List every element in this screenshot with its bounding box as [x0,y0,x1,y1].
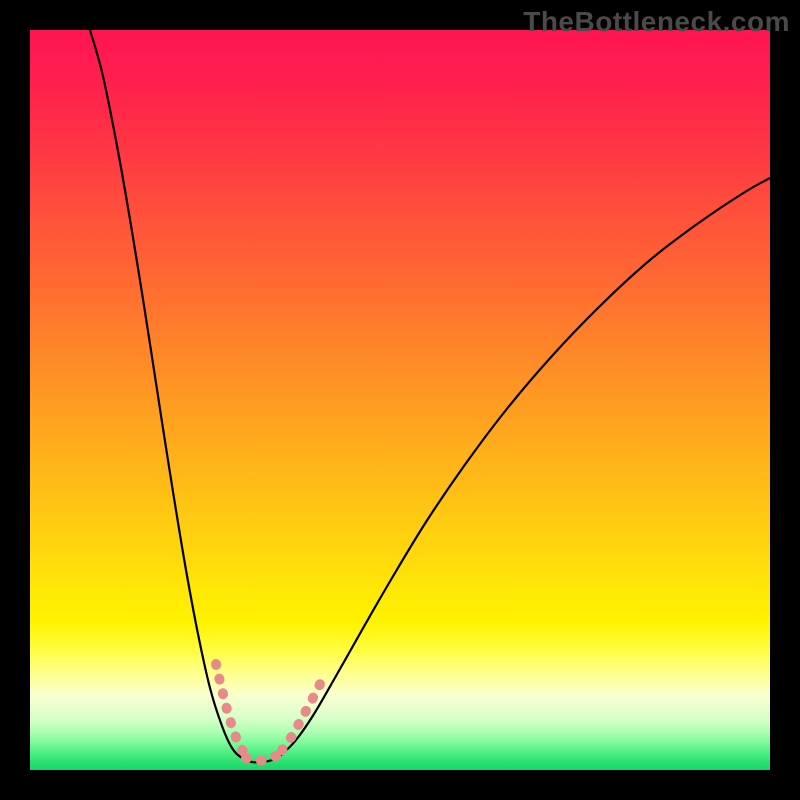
highlight-segment-2 [282,676,324,750]
chart-svg [0,0,800,800]
highlight-segment-0 [216,664,246,756]
watermark-text: TheBottleneck.com [523,6,790,38]
bottleneck-curve [90,30,770,762]
chart-container: TheBottleneck.com [0,0,800,800]
